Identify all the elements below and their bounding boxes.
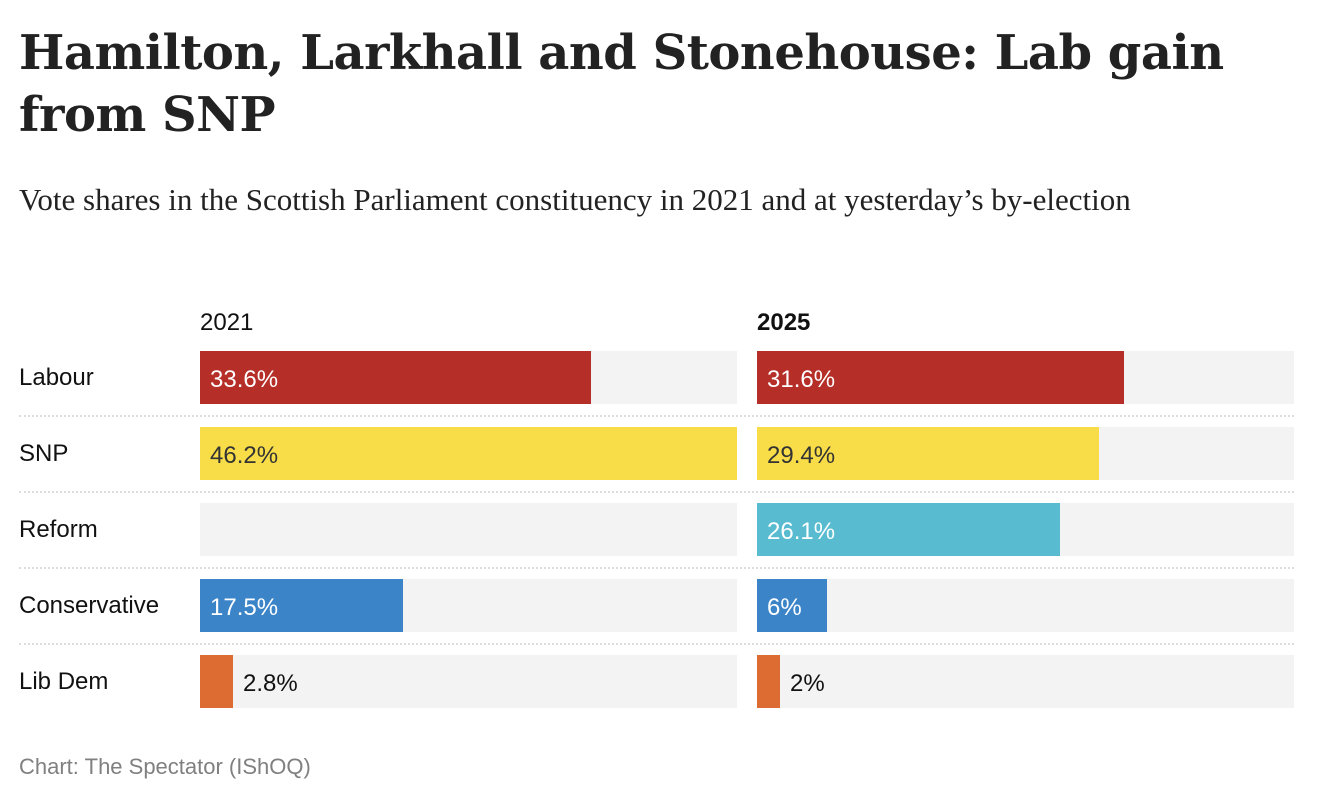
row-label-conservative: Conservative [19,592,160,619]
bar-track-labour-2021: 33.6% [200,351,737,404]
bar-track-reform-2025: 26.1% [757,503,1294,556]
row-label-lib-dem: Lib Dem [19,668,109,695]
bar-lib-dem-2021 [200,655,233,708]
value-label-conservative-2025: 6% [767,594,802,621]
value-label-labour-2025: 31.6% [767,366,836,393]
row-divider [19,415,1294,417]
bar-conservative-2025 [757,579,827,632]
chart-title: Hamilton, Larkhall and Stonehouse: Lab g… [19,25,1224,143]
bar-track-snp-2021: 46.2% [200,427,737,480]
bar-track-conservative-2021: 17.5% [200,579,737,632]
bar-track-lib-dem-2021: 2.8% [200,655,737,708]
chart-source: Chart: The Spectator (IShOQ) [19,754,311,779]
value-label-conservative-2021: 17.5% [210,594,279,621]
bar-labour-2025 [757,351,1124,404]
row-divider [19,643,1294,645]
bar-track-lib-dem-2025: 2% [757,655,1294,708]
column-header-2021: 2021 [200,309,254,336]
bar-track-conservative-2025: 6% [757,579,1294,632]
row-divider [19,491,1294,493]
bar-track-reform-2021 [200,503,737,556]
bar-lib-dem-2025 [757,655,780,708]
bar-labour-2021 [200,351,591,404]
column-header-2025: 2025 [757,309,811,336]
bar-conservative-2021 [200,579,403,632]
chart-subtitle: Vote shares in the Scottish Parliament c… [19,182,1131,217]
bar-reform-2025 [757,503,1060,556]
value-label-lib-dem-2021: 2.8% [243,670,298,697]
bar-snp-2021 [200,427,737,480]
row-label-labour: Labour [19,364,94,391]
row-divider [19,567,1294,569]
value-label-snp-2021: 46.2% [210,442,279,469]
bar-track-snp-2025: 29.4% [757,427,1294,480]
bar-track-labour-2025: 31.6% [757,351,1294,404]
row-label-snp: SNP [19,440,69,467]
value-label-labour-2021: 33.6% [210,366,279,393]
value-label-snp-2025: 29.4% [767,442,836,469]
row-label-reform: Reform [19,516,98,543]
bar-snp-2025 [757,427,1099,480]
value-label-reform-2025: 26.1% [767,518,836,545]
value-label-lib-dem-2025: 2% [790,670,825,697]
